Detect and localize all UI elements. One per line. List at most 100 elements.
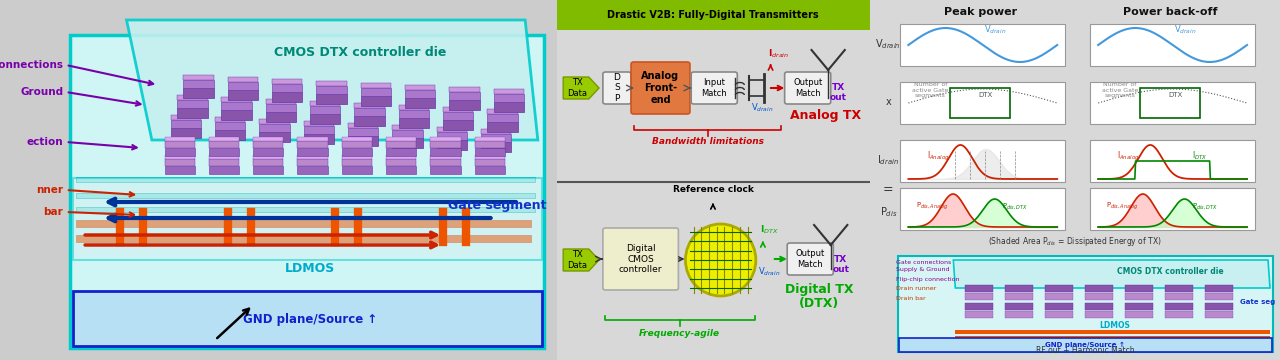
Bar <box>392 125 422 130</box>
Bar <box>900 188 1065 230</box>
Bar <box>404 90 435 98</box>
Text: ection: ection <box>27 137 63 147</box>
Bar <box>1091 188 1254 230</box>
Bar <box>228 77 259 82</box>
Bar <box>965 303 993 310</box>
Bar <box>488 109 517 114</box>
Text: GND plane/Source ↑: GND plane/Source ↑ <box>1046 342 1125 348</box>
Bar <box>253 141 283 148</box>
Bar <box>76 220 531 227</box>
Text: Peak power: Peak power <box>943 7 1016 17</box>
Bar <box>475 155 504 159</box>
Bar <box>342 166 372 174</box>
Ellipse shape <box>685 224 755 296</box>
Text: Digital
CMOS
controller: Digital CMOS controller <box>620 244 662 274</box>
Bar <box>183 75 214 80</box>
Bar <box>475 148 504 156</box>
Bar <box>209 141 239 148</box>
Bar <box>494 89 524 94</box>
Bar <box>900 82 1065 124</box>
Bar <box>488 122 517 132</box>
Text: LDMOS: LDMOS <box>1100 321 1130 330</box>
Text: Output
Match: Output Match <box>796 249 824 269</box>
Bar <box>215 130 246 140</box>
Bar <box>1204 311 1233 318</box>
Bar <box>1005 311 1033 318</box>
Text: Supply & Ground: Supply & Ground <box>896 267 950 273</box>
Text: Input
Match: Input Match <box>701 78 727 98</box>
FancyArrow shape <box>563 77 599 99</box>
Bar <box>481 142 511 152</box>
Bar <box>342 155 372 159</box>
Bar <box>253 159 283 166</box>
Bar <box>398 105 429 110</box>
Bar <box>209 159 239 166</box>
Text: CMOS DTX controller die: CMOS DTX controller die <box>1116 267 1224 276</box>
Bar <box>1005 303 1033 310</box>
Bar <box>449 87 480 92</box>
Text: out: out <box>829 94 847 103</box>
Bar <box>297 141 328 148</box>
Bar <box>209 155 239 159</box>
Bar <box>1165 293 1193 300</box>
Bar <box>303 121 334 126</box>
Text: TX
Data: TX Data <box>567 78 588 98</box>
Bar <box>221 110 252 120</box>
Bar <box>297 166 328 174</box>
Bar <box>266 99 296 104</box>
Text: Gate connections: Gate connections <box>896 260 951 265</box>
Bar <box>494 94 524 102</box>
Bar <box>950 88 1010 118</box>
Bar <box>387 148 416 156</box>
FancyBboxPatch shape <box>69 35 544 348</box>
Bar <box>1204 293 1233 300</box>
Bar <box>475 137 504 141</box>
Bar <box>436 140 467 150</box>
Bar <box>1125 285 1153 292</box>
Bar <box>1046 311 1073 318</box>
Text: V$_{drain}$: V$_{drain}$ <box>751 102 774 114</box>
Bar <box>475 159 504 166</box>
Bar <box>221 97 252 102</box>
Text: (Shaded Area P$_{dis}$ = Dissipated Energy of TX): (Shaded Area P$_{dis}$ = Dissipated Ener… <box>988 235 1162 248</box>
Bar <box>260 124 289 132</box>
Text: CMOS DTX controller die: CMOS DTX controller die <box>274 46 447 59</box>
FancyBboxPatch shape <box>785 72 831 104</box>
Bar <box>310 101 340 106</box>
Bar <box>310 106 340 114</box>
FancyBboxPatch shape <box>691 72 737 104</box>
Bar <box>348 123 379 128</box>
FancyBboxPatch shape <box>603 228 678 290</box>
Bar <box>342 137 372 141</box>
Bar <box>965 285 993 292</box>
Bar <box>557 0 870 30</box>
Bar <box>1165 303 1193 310</box>
Text: nner: nner <box>36 185 63 195</box>
Bar <box>1204 303 1233 310</box>
Bar <box>398 110 429 118</box>
Bar <box>1005 293 1033 300</box>
Text: TX: TX <box>832 84 845 93</box>
Bar <box>170 120 201 128</box>
Bar <box>955 330 1270 334</box>
Bar <box>900 140 1065 182</box>
Bar <box>316 94 347 104</box>
FancyBboxPatch shape <box>73 178 541 260</box>
FancyArrow shape <box>563 249 599 271</box>
Text: I$_{DTX}$: I$_{DTX}$ <box>760 224 780 236</box>
Bar <box>900 24 1065 66</box>
Bar <box>215 122 246 130</box>
Bar <box>1046 303 1073 310</box>
Bar <box>361 96 390 106</box>
Text: Analog TX: Analog TX <box>790 109 861 122</box>
Text: Frequency-agile: Frequency-agile <box>639 329 721 338</box>
Text: V$_{drain}$: V$_{drain}$ <box>876 37 901 51</box>
Bar <box>165 141 195 148</box>
Bar <box>165 148 195 156</box>
Bar <box>361 83 390 88</box>
Bar <box>76 193 535 198</box>
Text: x: x <box>886 97 891 107</box>
Bar <box>1125 303 1153 310</box>
Bar <box>1091 140 1254 182</box>
Bar <box>183 80 214 88</box>
